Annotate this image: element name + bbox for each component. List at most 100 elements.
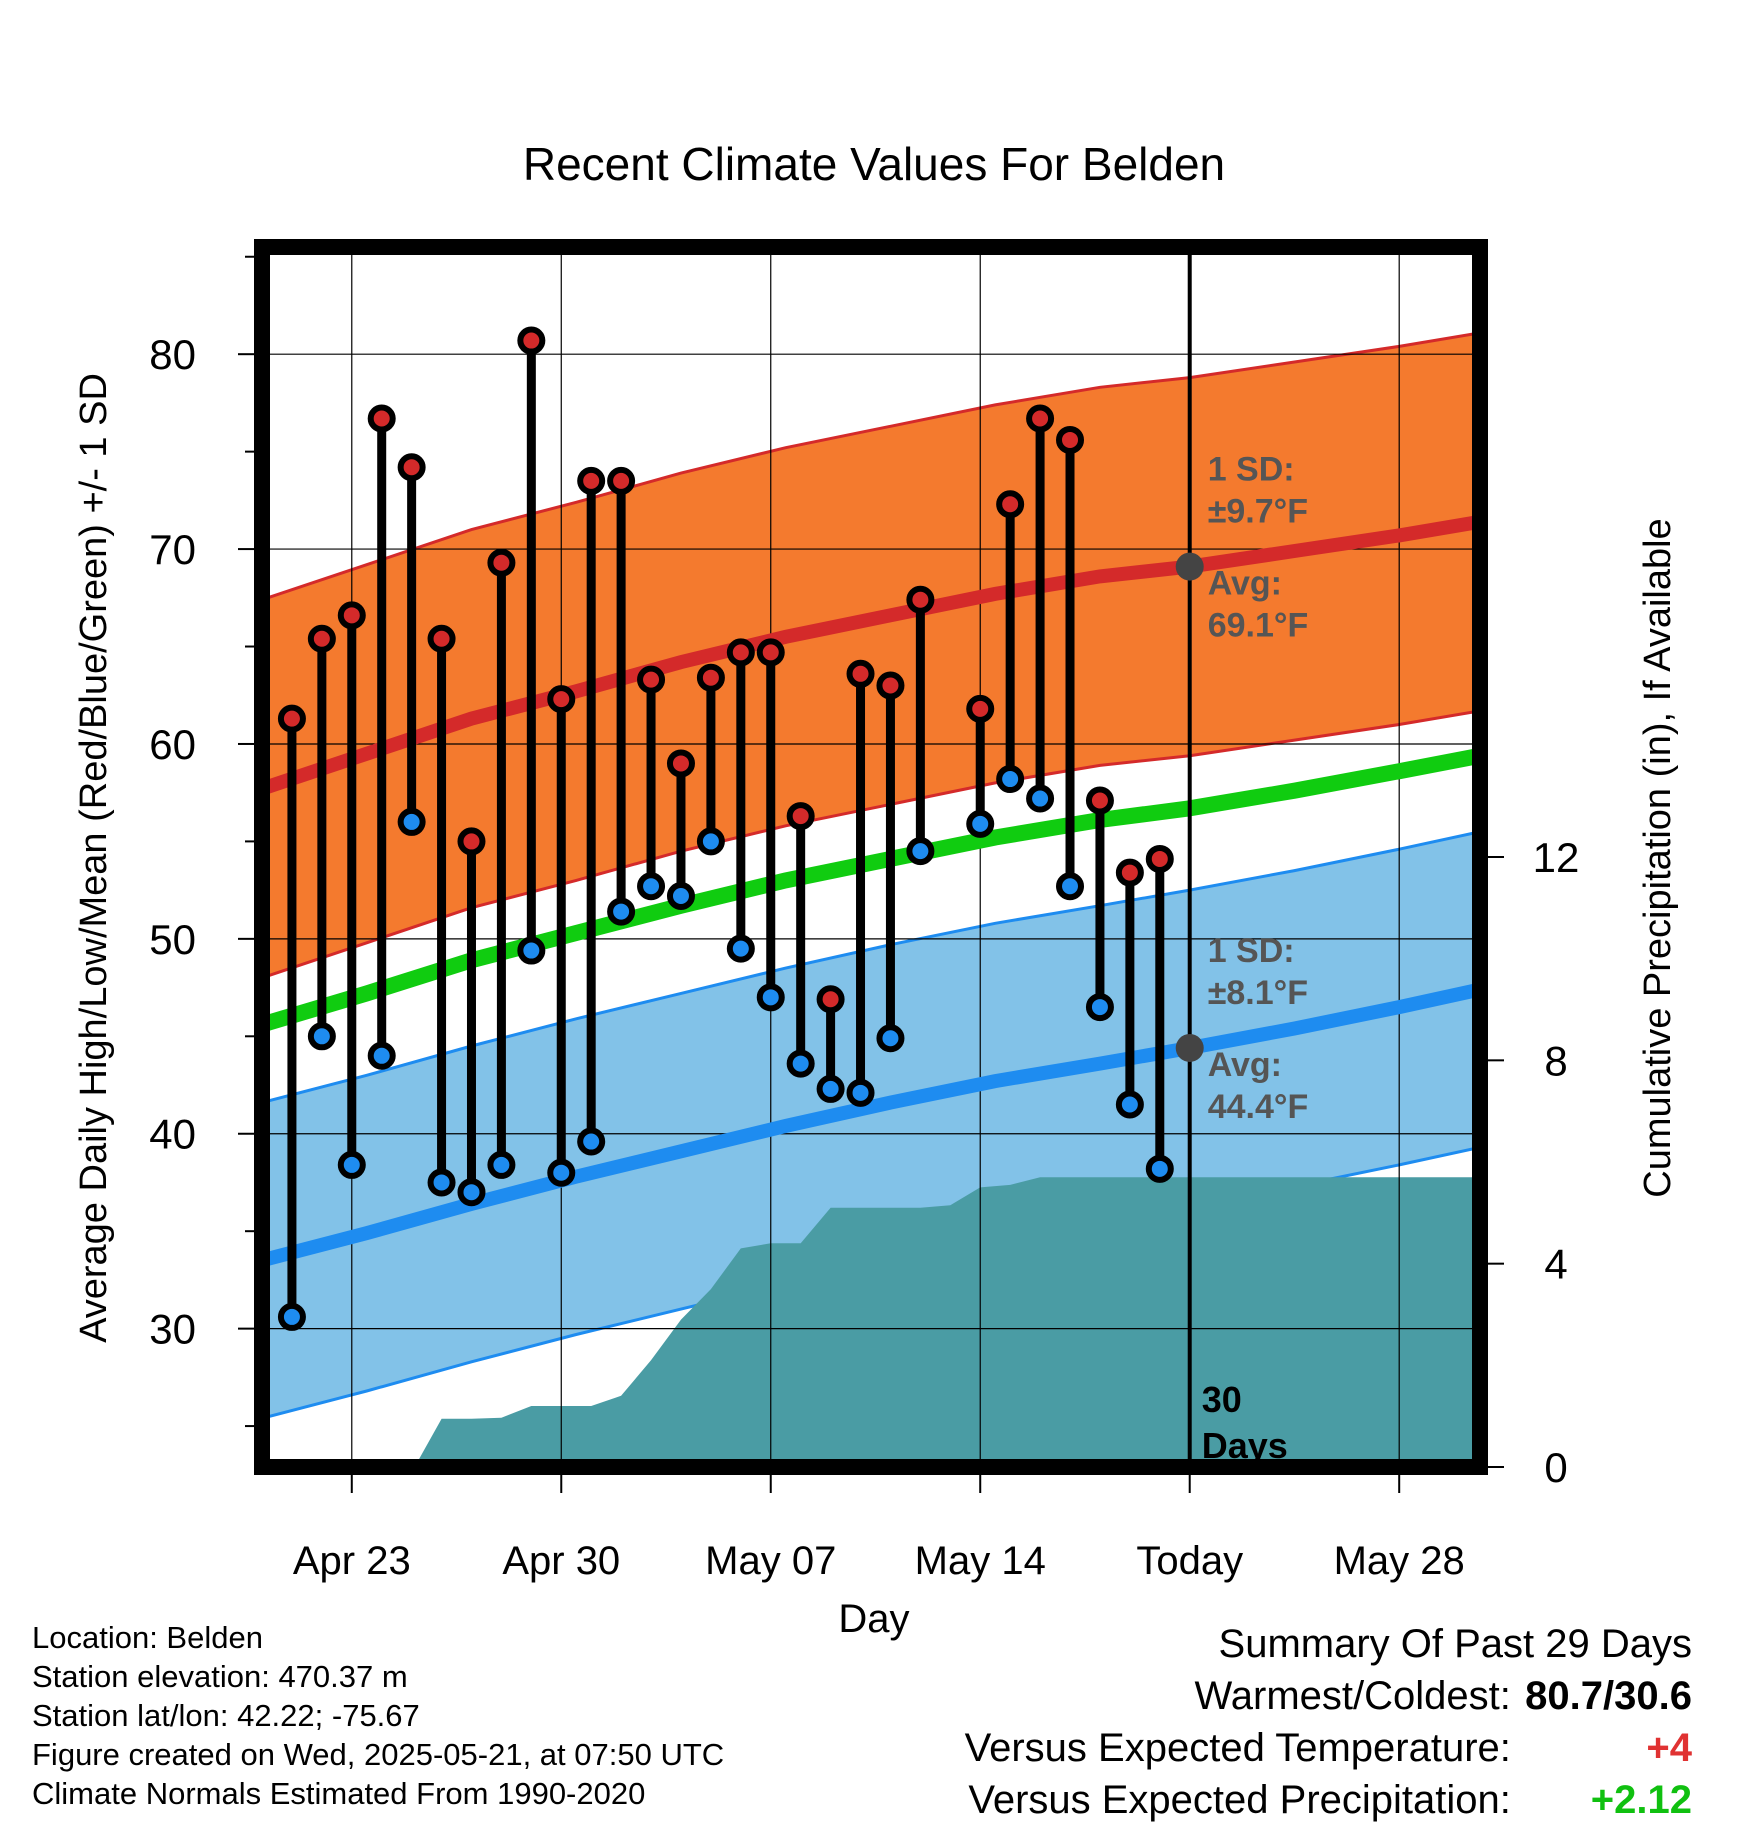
summary-temperature: Versus Expected Temperature: +4 (965, 1722, 1692, 1774)
high-temp-point (607, 466, 636, 495)
today-days-label-1: 30 (1202, 1379, 1242, 1420)
high-temp-point (307, 624, 336, 653)
low-temp-point (607, 897, 636, 926)
high-temp-point (726, 638, 755, 667)
x-tick-label: May 07 (705, 1539, 836, 1583)
low-temp-point (427, 1168, 456, 1197)
low-temp-point (1085, 993, 1114, 1022)
high-temp-point (816, 985, 845, 1014)
low-temp-point (696, 827, 725, 856)
low-temp-point (367, 1041, 396, 1070)
y-tick-label: 80 (149, 331, 196, 378)
high-temp-point (547, 685, 576, 714)
created-text: Figure created on Wed, 2025-05-21, at 07… (32, 1737, 725, 1772)
warmest-coldest-value: 80.7/30.6 (1525, 1674, 1692, 1718)
normals-text: Climate Normals Estimated From 1990-2020 (32, 1776, 646, 1811)
today-high-avg-dot (1175, 552, 1204, 581)
low-temp-point (666, 881, 695, 910)
high-temp-point (367, 404, 396, 433)
high-sd-value: ±9.7°F (1208, 493, 1308, 531)
low-temp-point (1115, 1090, 1144, 1119)
low-temp-point (517, 936, 546, 965)
high-temp-point (277, 704, 306, 733)
low-avg-value: 44.4°F (1208, 1088, 1309, 1126)
low-temp-point (277, 1302, 306, 1331)
high-temp-point (1056, 425, 1085, 454)
low-temp-point (996, 765, 1025, 794)
low-temp-point (1026, 784, 1055, 813)
high-temp-point (846, 659, 875, 688)
high-temp-point (397, 453, 426, 482)
high-temp-point (906, 585, 935, 614)
high-temp-point (786, 802, 815, 831)
y-tick-label: 50 (149, 916, 196, 963)
low-sd-value: ±8.1°F (1208, 974, 1308, 1012)
high-temp-point (457, 827, 486, 856)
low-temp-point (876, 1024, 905, 1053)
low-sd-label: 1 SD: (1208, 932, 1295, 970)
high-temp-point (637, 665, 666, 694)
plot-area (262, 247, 1480, 1467)
low-temp-point (726, 934, 755, 963)
high-temp-point (517, 326, 546, 355)
low-temp-point (547, 1158, 576, 1187)
high-temp-point (1026, 404, 1055, 433)
low-temp-point (966, 809, 995, 838)
low-temp-point (337, 1150, 366, 1179)
low-temp-point (307, 1022, 336, 1051)
high-temp-point (876, 671, 905, 700)
high-temp-point (696, 663, 725, 692)
high-temp-point (427, 624, 456, 653)
low-temp-point (846, 1078, 875, 1107)
low-temp-point (487, 1150, 516, 1179)
high-avg-label: Avg: (1208, 565, 1282, 603)
y2-axis-label: Cumulative Precipitation (in), If Availa… (1637, 518, 1679, 1197)
temp-value: +4 (1646, 1726, 1692, 1770)
y2-tick-label: 4 (1544, 1241, 1567, 1288)
low-temp-point (786, 1049, 815, 1078)
warmest-coldest-label: Warmest/Coldest: (1194, 1674, 1511, 1718)
low-sd-band (262, 831, 1480, 1419)
low-temp-point (756, 983, 785, 1012)
high-temp-point (756, 638, 785, 667)
plot-frame (254, 239, 1488, 1475)
high-temp-point (996, 490, 1025, 519)
low-temp-point (457, 1178, 486, 1207)
y-tick-label: 40 (149, 1111, 196, 1158)
high-temp-point (666, 749, 695, 778)
high-temp-point (1085, 786, 1114, 815)
low-temp-point (1145, 1154, 1174, 1183)
precip-value: +2.12 (1590, 1778, 1692, 1822)
high-temp-point (966, 694, 995, 723)
y2-tick-label: 0 (1544, 1444, 1567, 1491)
low-temp-point (1056, 872, 1085, 901)
high-avg-value: 69.1°F (1208, 607, 1309, 645)
summary-panel: Summary Of Past 29 Days Warmest/Coldest:… (965, 1618, 1692, 1826)
y-tick-label: 60 (149, 721, 196, 768)
y2-tick-label: 12 (1533, 834, 1580, 881)
high-temp-point (1115, 858, 1144, 887)
y-axis-label: Average Daily High/Low/Mean (Red/Blue/Gr… (73, 373, 115, 1343)
low-temp-point (637, 872, 666, 901)
low-avg-label: Avg: (1208, 1046, 1282, 1084)
y-tick-label: 70 (149, 526, 196, 573)
x-axis-label: Day (838, 1597, 909, 1641)
high-temp-point (337, 601, 366, 630)
low-temp-point (577, 1127, 606, 1156)
low-temp-point (906, 837, 935, 866)
x-tick-label: Apr 30 (502, 1539, 620, 1583)
summary-title: Summary Of Past 29 Days (1218, 1622, 1692, 1666)
y2-tick-label: 8 (1544, 1037, 1567, 1084)
high-sd-upper-line (262, 331, 1480, 602)
chart-title: Recent Climate Values For Belden (523, 138, 1225, 190)
x-tick-label: May 14 (915, 1539, 1046, 1583)
location-text: Location: Belden (32, 1620, 263, 1655)
high-sd-label: 1 SD: (1208, 451, 1295, 489)
today-low-avg-dot (1175, 1033, 1204, 1062)
low-temp-point (397, 807, 426, 836)
y-tick-label: 30 (149, 1306, 196, 1353)
high-temp-point (487, 548, 516, 577)
x-tick-label: May 28 (1334, 1539, 1465, 1583)
high-temp-point (577, 466, 606, 495)
temp-label: Versus Expected Temperature: (964, 1726, 1511, 1770)
